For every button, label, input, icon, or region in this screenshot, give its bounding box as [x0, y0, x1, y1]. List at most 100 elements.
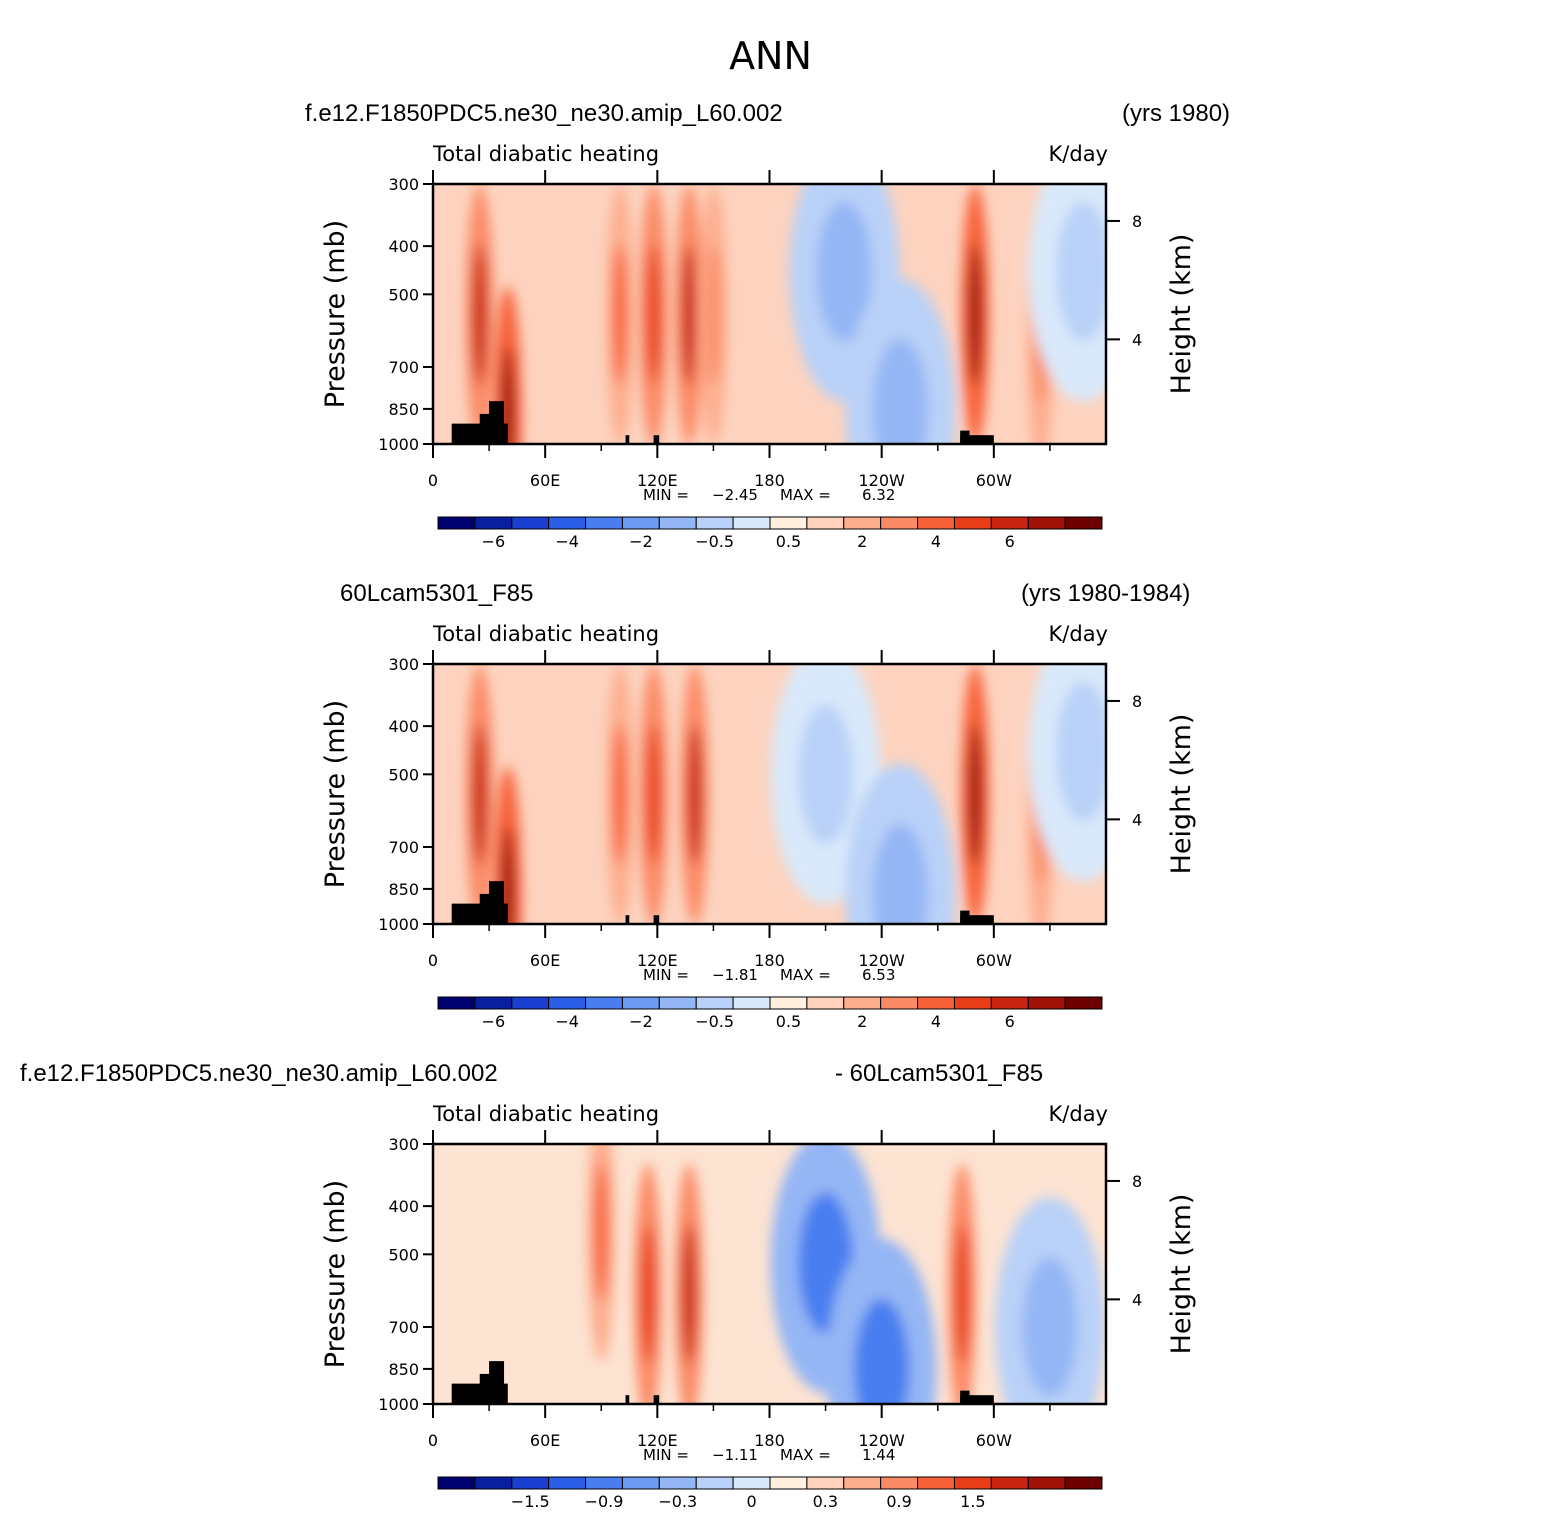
x-tick-label: 120E — [637, 951, 678, 970]
y2-tick-label: 4 — [1132, 1290, 1142, 1309]
field-feature-6 — [1022, 1256, 1078, 1397]
field-feature-3 — [646, 244, 661, 385]
field-feature-5 — [706, 244, 721, 385]
field-feature-2 — [612, 724, 627, 865]
years-label: (yrs 1980) — [1122, 100, 1231, 127]
variable-label: Total diabatic heating — [432, 142, 659, 166]
colorbar-swatch — [990, 996, 1029, 1010]
colorbar-swatch — [1064, 1476, 1103, 1490]
colorbar-swatch — [1064, 516, 1103, 530]
colorbar-swatch — [621, 516, 660, 530]
colorbar-label: −6 — [482, 532, 506, 551]
y-tick-label: 300 — [388, 655, 419, 674]
colorbar-swatch — [511, 996, 550, 1010]
x-tick-label: 0 — [428, 471, 438, 490]
colorbar-swatch — [658, 996, 697, 1010]
colorbar-swatch — [548, 1476, 587, 1490]
y-tick-label: 700 — [388, 1318, 419, 1337]
colorbar-swatch — [880, 516, 919, 530]
colorbar-swatch — [806, 996, 845, 1010]
colorbar-swatch — [1027, 516, 1066, 530]
topography-block-3 — [625, 435, 630, 444]
min-value: −2.45 — [712, 486, 758, 504]
field-feature-7 — [968, 724, 983, 865]
colorbar-swatch — [474, 516, 513, 530]
y-tick-label: 700 — [388, 358, 419, 377]
x-tick-label: 180 — [754, 471, 785, 490]
colorbar-swatch — [548, 516, 587, 530]
colorbar-swatch — [953, 1476, 992, 1490]
field-feature-4 — [687, 724, 702, 865]
x-tick-label: 60W — [976, 951, 1012, 970]
topography-block-4 — [653, 915, 660, 924]
colorbar-swatch — [769, 1476, 808, 1490]
y2-axis-title: Height (km) — [1166, 234, 1197, 395]
y2-axis-title: Height (km) — [1166, 1194, 1197, 1355]
colorbar-swatch — [806, 1476, 845, 1490]
y-tick-label: 850 — [388, 400, 419, 419]
colorbar-swatch — [658, 1476, 697, 1490]
topography-block-2 — [489, 1361, 505, 1404]
x-tick-label: 60W — [976, 1431, 1012, 1450]
figure-title: ANN — [729, 34, 812, 78]
colorbar-swatch — [843, 516, 882, 530]
colorbar-swatch — [474, 1476, 513, 1490]
colorbar-label: 4 — [931, 532, 941, 551]
colorbar-swatch — [695, 516, 734, 530]
x-tick-label: 180 — [754, 1431, 785, 1450]
colorbar-swatch — [843, 1476, 882, 1490]
colorbar-swatch — [953, 516, 992, 530]
x-tick-label: 120W — [858, 951, 905, 970]
y-tick-label: 300 — [388, 1135, 419, 1154]
colorbar-label: −4 — [555, 1012, 579, 1031]
colorbar-swatch — [990, 1476, 1029, 1490]
colorbar-swatch — [1027, 1476, 1066, 1490]
colorbar-label: 2 — [857, 1012, 867, 1031]
field-feature-0 — [472, 244, 487, 385]
heatmap-svg: Total diabatic heating K/day 300 400 500 700 8… — [320, 622, 1197, 1031]
heatmap-svg: Total diabatic heating K/day 300 400 500 700 8… — [320, 142, 1197, 551]
x-tick-label: 60W — [976, 471, 1012, 490]
y-axis-title: Pressure (mb) — [320, 1180, 351, 1368]
units-label: K/day — [1049, 142, 1108, 166]
colorbar-label: −4 — [555, 532, 579, 551]
x-tick-label: 120E — [637, 471, 678, 490]
y-tick-label: 500 — [388, 765, 419, 784]
colorbar-label: 4 — [931, 1012, 941, 1031]
x-tick-label: 120W — [858, 471, 905, 490]
colorbar-label: 6 — [1005, 532, 1015, 551]
units-label: K/day — [1049, 622, 1108, 646]
y2-tick-label: 8 — [1132, 212, 1142, 231]
colorbar-label: −0.9 — [585, 1492, 624, 1511]
colorbar-swatch — [437, 996, 476, 1010]
colorbar-label: 0.9 — [886, 1492, 911, 1511]
y-axis-title: Pressure (mb) — [320, 700, 351, 888]
colorbar-swatch — [1027, 996, 1066, 1010]
field-layer — [433, 184, 1106, 444]
colorbar-swatch — [953, 996, 992, 1010]
field-feature-8 — [968, 244, 983, 385]
y2-tick-label: 8 — [1132, 1172, 1142, 1191]
colorbar-swatch — [732, 516, 771, 530]
field-features — [587, 1144, 1105, 1404]
field-feature-5 — [955, 1223, 970, 1364]
x-tick-label: 180 — [754, 951, 785, 970]
colorbar-label: −2 — [629, 1012, 653, 1031]
panel-2: 60Lcam5301_F85 (yrs 1980-1984) Total diaba… — [0, 580, 1541, 1050]
field-feature-9 — [1056, 681, 1106, 822]
units-label: K/day — [1049, 1102, 1108, 1126]
colorbar-swatch — [769, 516, 808, 530]
field-feature-3 — [646, 724, 661, 865]
y2-tick-label: 4 — [1132, 330, 1142, 349]
colorbar-swatch — [843, 996, 882, 1010]
max-value: 6.53 — [862, 966, 895, 984]
colorbar-swatch — [732, 1476, 771, 1490]
y2-tick-label: 4 — [1132, 810, 1142, 829]
field-feature-4 — [854, 1298, 910, 1404]
colorbar-swatch — [990, 516, 1029, 530]
colorbar-swatch — [437, 516, 476, 530]
colorbar-label: −0.5 — [695, 1012, 734, 1031]
y2-axis-title: Height (km) — [1166, 714, 1197, 875]
topography — [451, 1361, 994, 1404]
colorbar-label: 0.3 — [813, 1492, 838, 1511]
